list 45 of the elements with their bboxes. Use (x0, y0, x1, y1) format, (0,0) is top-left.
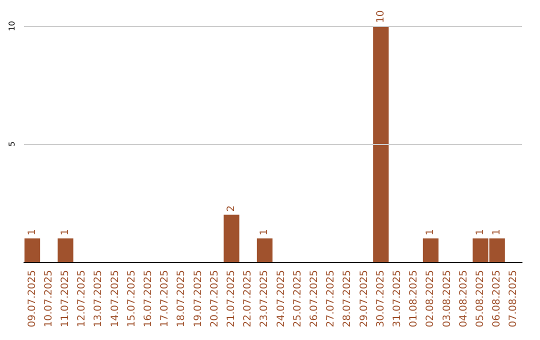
x-tick-label: 24.07.2025 (276, 270, 287, 328)
x-tick-label: 15.07.2025 (126, 270, 138, 328)
bar (224, 214, 240, 262)
x-tick-label: 05.08.2025 (475, 270, 486, 328)
x-tick-label: 10.07.2025 (43, 270, 54, 328)
data-label: 1 (26, 229, 38, 236)
x-tick-label: 02.08.2025 (425, 270, 436, 328)
bar (58, 238, 74, 262)
data-label: 2 (226, 205, 237, 212)
x-tick-label: 20.07.2025 (209, 270, 220, 328)
x-tick-label: 25.07.2025 (292, 270, 304, 328)
bar (24, 238, 40, 262)
x-tick-label: 13.07.2025 (93, 270, 104, 328)
data-label: 1 (475, 229, 486, 236)
x-tick-label: 21.07.2025 (226, 270, 237, 328)
x-tick-label: 11.07.2025 (60, 270, 71, 328)
data-label: 10 (375, 10, 386, 23)
x-tick-label: 27.07.2025 (326, 270, 337, 328)
x-tick-label: 12.07.2025 (76, 270, 88, 328)
x-tick-label: 03.08.2025 (442, 270, 453, 328)
x-tick-label: 19.07.2025 (192, 270, 204, 328)
x-tick-label: 28.07.2025 (342, 270, 354, 328)
x-tick-label: 22.07.2025 (242, 270, 254, 328)
x-tick-label: 06.08.2025 (492, 270, 503, 328)
data-label: 1 (492, 229, 503, 236)
x-tick-label: 18.07.2025 (176, 270, 188, 328)
data-label: 1 (60, 229, 71, 236)
x-tick-label: 09.07.2025 (26, 270, 38, 328)
x-tick-label: 17.07.2025 (160, 270, 171, 328)
x-tick-label: 14.07.2025 (110, 270, 121, 328)
data-label: 1 (425, 229, 436, 236)
x-tick-label: 04.08.2025 (458, 270, 470, 328)
x-tick-label: 30.07.2025 (375, 270, 386, 328)
x-tick-label: 16.07.2025 (143, 270, 154, 328)
x-tick-label: 01.08.2025 (408, 270, 420, 328)
data-label: 1 (259, 229, 270, 236)
x-tick-label: 29.07.2025 (358, 270, 370, 328)
bar (373, 26, 389, 262)
x-tick-label: 07.08.2025 (508, 270, 520, 328)
y-tick-label: 5 (8, 141, 16, 147)
bar (422, 238, 438, 262)
x-tick-label: 26.07.2025 (309, 270, 320, 328)
bar (256, 238, 272, 262)
x-tick-label: 23.07.2025 (259, 270, 270, 328)
x-tick-label: 31.07.2025 (392, 270, 403, 328)
